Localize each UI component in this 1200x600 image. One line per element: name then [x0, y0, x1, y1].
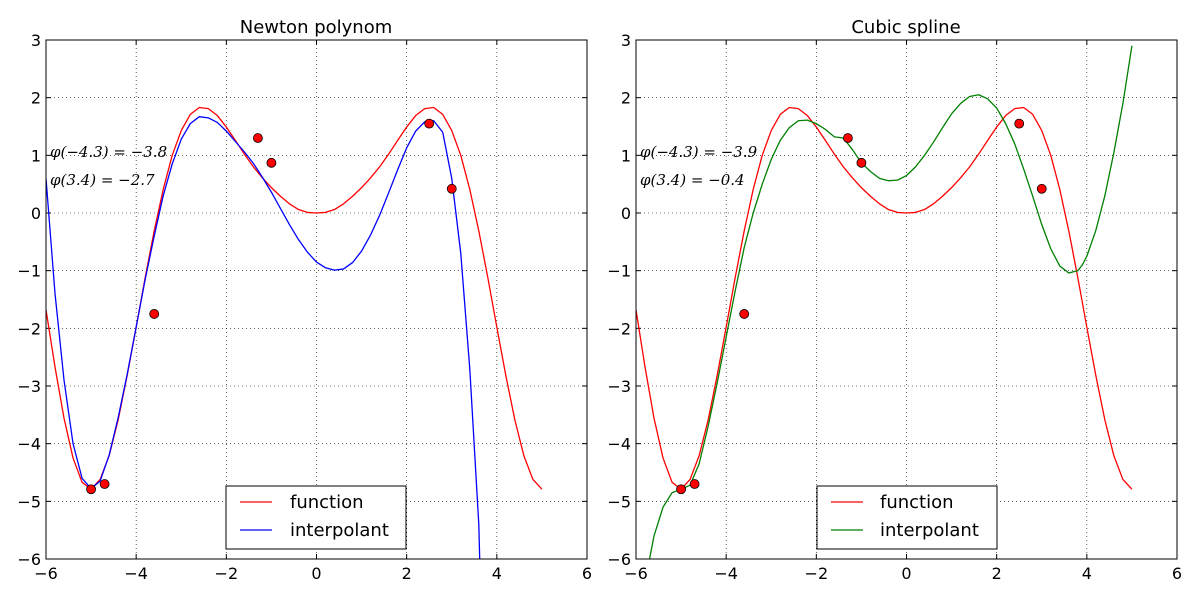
- y-tick-label: −5: [607, 492, 631, 511]
- y-tick-label: −5: [17, 492, 41, 511]
- axes-frame: [45, 39, 588, 560]
- data-point: [856, 157, 867, 168]
- x-tick-label: 0: [311, 564, 321, 583]
- x-tick-label: 6: [1172, 564, 1182, 583]
- annotation-1: φ(−4.3) = −3.8: [50, 143, 167, 161]
- data-point: [1014, 118, 1025, 129]
- annotation-2: φ(3.4) = −0.4: [640, 171, 745, 189]
- data-point: [266, 157, 277, 168]
- grid: [636, 40, 1177, 559]
- y-tick-label: 2: [31, 89, 41, 108]
- spline-panel: Cubic spline −6 −4 −2 0 2 4 6−6−5−4−3−2−10123 …: [607, 17, 1182, 583]
- x-tick-label: 2: [402, 564, 412, 583]
- data-point: [86, 484, 96, 495]
- y-tick-label: 1: [31, 146, 41, 165]
- annotation-2: φ(3.4) = −2.7: [50, 171, 155, 189]
- panel-title: Cubic spline: [851, 17, 960, 38]
- series-line-interpolant: [46, 116, 481, 559]
- y-tick-label: 1: [621, 146, 631, 165]
- data-point: [99, 479, 110, 489]
- legend-label-interpolant: interpolant: [880, 520, 979, 541]
- data-point: [739, 309, 750, 319]
- plot-area: [46, 106, 543, 559]
- data-point: [689, 479, 700, 489]
- y-tick-label: 0: [31, 204, 41, 223]
- legend: function interpolant: [225, 485, 407, 550]
- x-tick-label: −2: [805, 564, 829, 583]
- y-tick-label: −1: [17, 262, 41, 281]
- y-tick-label: −4: [17, 435, 41, 454]
- x-tick-label: 4: [1082, 564, 1092, 583]
- plot-area: [636, 45, 1133, 559]
- data-point: [424, 118, 435, 129]
- x-tick-label: 6: [582, 564, 592, 583]
- grid: [46, 40, 587, 559]
- series-line-function: [46, 106, 543, 490]
- panel-title: Newton polynom: [240, 17, 393, 38]
- legend: function interpolant: [816, 485, 998, 550]
- x-tick-label: −6: [624, 564, 648, 583]
- data-point: [252, 133, 263, 143]
- y-tick-label: −2: [17, 319, 41, 338]
- x-tick-label: −4: [714, 564, 738, 583]
- data-point: [676, 484, 686, 495]
- annotation-1: φ(−4.3) = −3.9: [640, 143, 758, 161]
- legend-box: [816, 485, 998, 550]
- axis-ticks: −6 −4 −2 0 2 4 6 −6 −5 −4 −3 −2 −1 0 1 2 3: [607, 31, 1182, 583]
- y-tick-label: −6: [17, 550, 41, 569]
- x-tick-label: 0: [901, 564, 911, 583]
- x-tick-label: −6: [34, 564, 58, 583]
- data-point: [446, 183, 457, 194]
- axes-frame: [635, 39, 1178, 560]
- y-tick-label: 2: [621, 89, 631, 108]
- legend-label-function: function: [880, 492, 954, 513]
- newton-panel: Newton polynom −6 −4 −2 0 2 4 6 −6 −5 −4 −3 −2 −1 0 1 2…: [17, 17, 592, 583]
- y-tick-label: −1: [607, 262, 631, 281]
- y-tick-label: −2: [607, 319, 631, 338]
- data-point: [842, 133, 853, 143]
- data-point: [149, 309, 160, 319]
- y-tick-label: −6: [607, 550, 631, 569]
- y-tick-label: 3: [621, 31, 631, 50]
- x-tick-label: 4: [492, 564, 502, 583]
- series-line-function: [636, 106, 1133, 490]
- y-tick-label: −3: [17, 377, 41, 396]
- x-tick-label: 2: [992, 564, 1002, 583]
- data-point: [1036, 183, 1047, 194]
- legend-box: [225, 485, 407, 550]
- series-line-interpolant: [648, 45, 1133, 559]
- y-tick-label: −3: [607, 377, 631, 396]
- y-tick-label: 3: [31, 31, 41, 50]
- x-tick-label: −2: [215, 564, 239, 583]
- y-tick-label: 0: [621, 204, 631, 223]
- y-tick-label: −4: [607, 435, 631, 454]
- legend-label-function: function: [290, 492, 364, 513]
- x-tick-label: −4: [124, 564, 148, 583]
- legend-label-interpolant: interpolant: [290, 520, 389, 541]
